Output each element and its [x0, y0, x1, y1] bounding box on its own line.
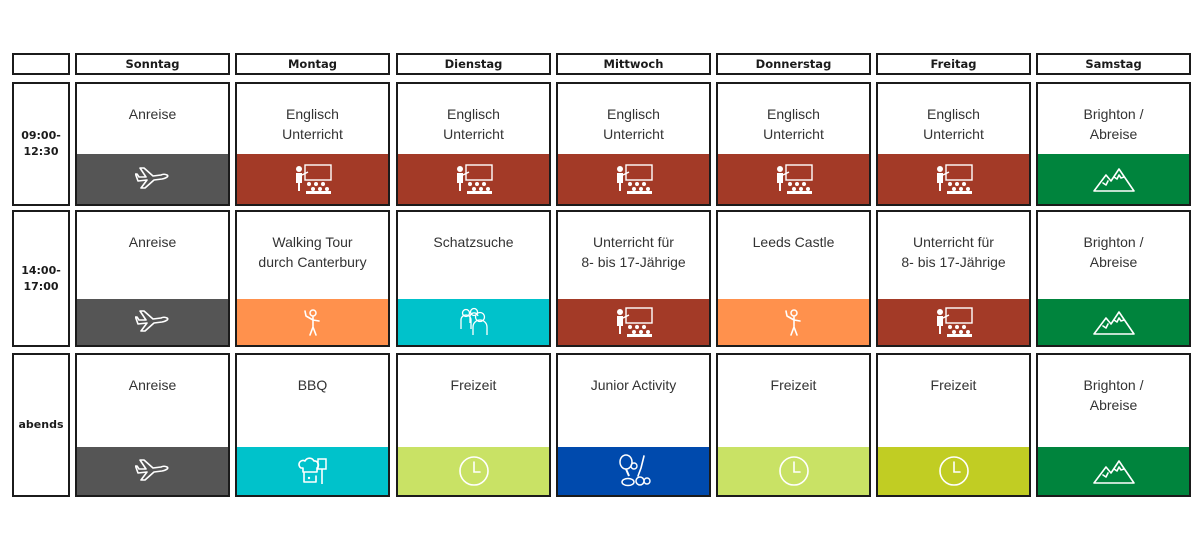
- column-header: Mittwoch: [556, 53, 711, 75]
- schedule-cell: Schatzsuche: [396, 210, 551, 347]
- activity-label: Leeds Castle: [752, 234, 835, 250]
- sports-icon: [616, 454, 652, 488]
- schedule-cell: Anreise: [75, 210, 230, 347]
- mountain-icon: [1092, 165, 1136, 193]
- activity-color-band: [1038, 299, 1189, 345]
- activity-label: Englisch Unterricht: [443, 106, 504, 142]
- activity-color-band: [398, 299, 549, 345]
- activity-label: Englisch Unterricht: [603, 106, 664, 142]
- schedule-cell: Unterricht für 8- bis 17-Jährige: [556, 210, 711, 347]
- schedule-cell: Englisch Unterricht: [716, 82, 871, 206]
- activity-label: Freizeit: [930, 377, 977, 393]
- schedule-cell: BBQ: [235, 353, 390, 497]
- activity-label: Freizeit: [450, 377, 497, 393]
- activity-label: Englisch Unterricht: [282, 106, 343, 142]
- activity-color-band: [718, 299, 869, 345]
- airplane-icon: [134, 457, 171, 485]
- classroom-icon: [293, 163, 333, 195]
- schedule-cell: Brighton / Abreise: [1036, 210, 1191, 347]
- activity-label: Brighton / Abreise: [1083, 377, 1144, 413]
- schedule-cell: Freizeit: [716, 353, 871, 497]
- activity-color-band: [558, 299, 709, 345]
- time-slot-label: 14:00- 17:00: [12, 210, 70, 347]
- activity-label: Anreise: [128, 106, 177, 122]
- activity-label: Unterricht für 8- bis 17-Jährige: [581, 234, 686, 270]
- schedule-cell: Brighton / Abreise: [1036, 82, 1191, 206]
- activity-color-band: [398, 154, 549, 204]
- activity-color-band: [77, 154, 228, 204]
- clock-icon: [458, 455, 490, 487]
- activity-color-band: [1038, 154, 1189, 204]
- activity-color-band: [77, 447, 228, 495]
- activity-color-band: [558, 154, 709, 204]
- activity-color-band: [718, 154, 869, 204]
- activity-label: Unterricht für 8- bis 17-Jährige: [901, 234, 1006, 270]
- activity-color-band: [77, 299, 228, 345]
- time-slot-text: abends: [18, 418, 64, 432]
- activity-color-band: [237, 447, 388, 495]
- time-slot-text: 14:00- 17:00: [21, 263, 61, 293]
- schedule-cell: Junior Activity: [556, 353, 711, 497]
- activity-color-band: [1038, 447, 1189, 495]
- schedule-cell: Englisch Unterricht: [876, 82, 1031, 206]
- time-slot-label: abends: [12, 353, 70, 497]
- column-header: Dienstag: [396, 53, 551, 75]
- classroom-icon: [454, 163, 494, 195]
- classroom-icon: [934, 163, 974, 195]
- classroom-icon: [774, 163, 814, 195]
- airplane-icon: [134, 308, 171, 336]
- schedule-cell: Englisch Unterricht: [235, 82, 390, 206]
- activity-color-band: [878, 154, 1029, 204]
- chef-icon: [297, 456, 329, 486]
- activity-label: Englisch Unterricht: [763, 106, 824, 142]
- schedule-cell: Freizeit: [396, 353, 551, 497]
- airplane-icon: [134, 165, 171, 193]
- activity-color-band: [237, 154, 388, 204]
- classroom-icon: [934, 306, 974, 338]
- mountain-icon: [1092, 457, 1136, 485]
- schedule-cell: Anreise: [75, 82, 230, 206]
- schedule-cell: Freizeit: [876, 353, 1031, 497]
- activity-label: Brighton / Abreise: [1083, 234, 1144, 270]
- activity-label: Schatzsuche: [433, 234, 514, 250]
- activity-label: BBQ: [297, 377, 328, 393]
- time-slot-label: 09:00- 12:30: [12, 82, 70, 206]
- classroom-icon: [614, 306, 654, 338]
- schedule-cell: Englisch Unterricht: [556, 82, 711, 206]
- activity-color-band: [878, 299, 1029, 345]
- column-header: Samstag: [1036, 53, 1191, 75]
- activity-color-band: [237, 299, 388, 345]
- schedule-cell: Leeds Castle: [716, 210, 871, 347]
- clock-icon: [938, 455, 970, 487]
- activity-label: Anreise: [128, 234, 177, 250]
- tour-guide-icon: [782, 307, 806, 337]
- activity-label: Englisch Unterricht: [923, 106, 984, 142]
- time-slot-text: 09:00- 12:30: [21, 129, 61, 158]
- activity-color-band: [718, 447, 869, 495]
- corner-header: [12, 53, 70, 75]
- schedule-cell: Englisch Unterricht: [396, 82, 551, 206]
- column-header: Freitag: [876, 53, 1031, 75]
- schedule-cell: Anreise: [75, 353, 230, 497]
- activity-label: Walking Tour durch Canterbury: [258, 234, 367, 270]
- mountain-icon: [1092, 308, 1136, 336]
- schedule-cell: Walking Tour durch Canterbury: [235, 210, 390, 347]
- classroom-icon: [614, 163, 654, 195]
- column-header: Sonntag: [75, 53, 230, 75]
- activity-color-band: [398, 447, 549, 495]
- activity-color-band: [558, 447, 709, 495]
- column-header: Montag: [235, 53, 390, 75]
- activity-label: Junior Activity: [590, 377, 677, 393]
- tour-guide-icon: [301, 307, 325, 337]
- clock-icon: [778, 455, 810, 487]
- group-icon: [458, 307, 490, 337]
- activity-label: Freizeit: [770, 377, 817, 393]
- activity-color-band: [878, 447, 1029, 495]
- activity-label: Anreise: [128, 377, 177, 393]
- schedule-cell: Brighton / Abreise: [1036, 353, 1191, 497]
- column-header: Donnerstag: [716, 53, 871, 75]
- activity-label: Brighton / Abreise: [1083, 106, 1144, 142]
- schedule-cell: Unterricht für 8- bis 17-Jährige: [876, 210, 1031, 347]
